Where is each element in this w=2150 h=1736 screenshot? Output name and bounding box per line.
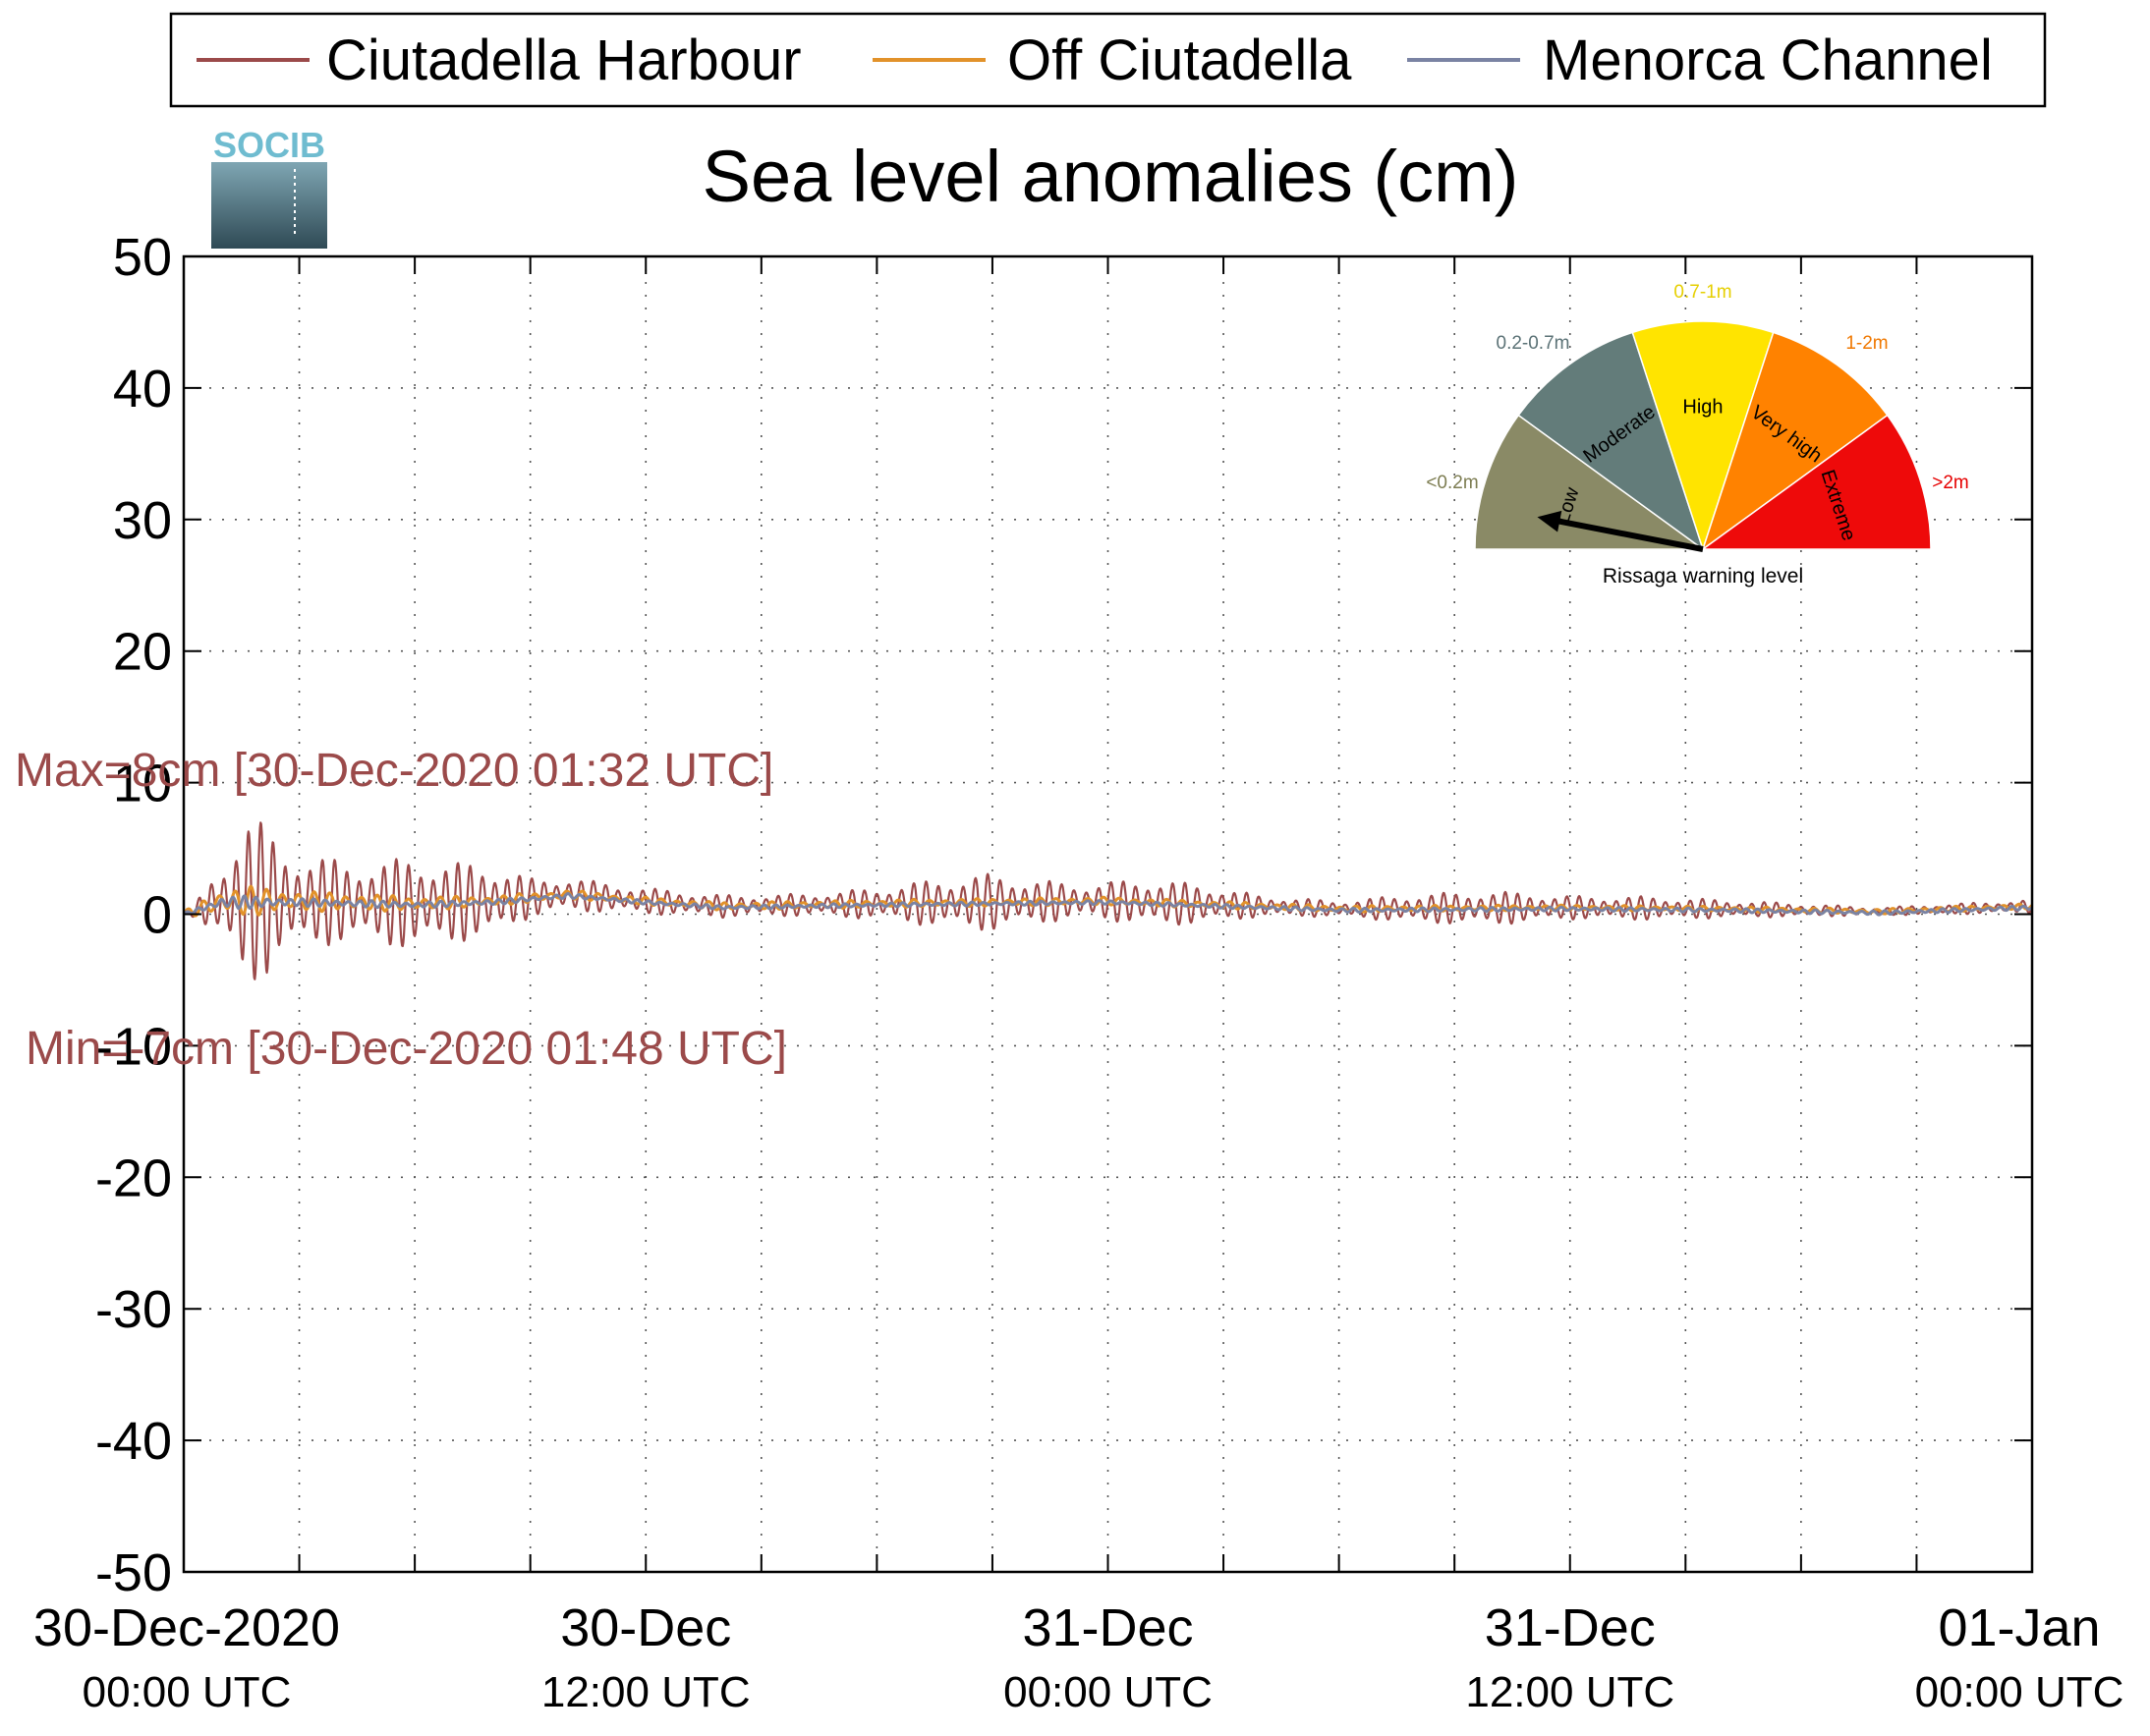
gauge-segment-very-high <box>1701 331 1889 551</box>
x-tick-label-time: 12:00 UTC <box>541 1668 751 1716</box>
x-tick-label-date: 01-Jan <box>1938 1598 2100 1657</box>
gauge-range-label: 1-2m <box>1845 333 1888 354</box>
legend-label: Off Ciutadella <box>1007 28 1352 92</box>
gauge-range-label: 0.2-0.7m <box>1497 333 1570 354</box>
chart-title: Sea level anomalies (cm) <box>703 136 1519 217</box>
gauge-range-label: >2m <box>1932 473 1969 493</box>
socib-logo: SOCIB <box>211 125 327 249</box>
gauge-segment-label: High <box>1682 396 1723 418</box>
min-annotation: Min=-7cm [30-Dec-2020 01:48 UTC] <box>26 1023 787 1075</box>
legend-label: Menorca Channel <box>1543 28 1993 92</box>
x-tick-label-date: 31-Dec <box>1485 1598 1656 1657</box>
legend: Ciutadella Harbour Off Ciutadella Menorca … <box>169 12 2047 108</box>
gauge-segment-high <box>1631 320 1775 552</box>
legend-box <box>169 12 2047 108</box>
logo-block <box>211 162 327 249</box>
y-tick-label: -10 <box>95 1017 172 1076</box>
x-tick-label-time: 00:00 UTC <box>83 1668 292 1716</box>
x-tick-label-time: 12:00 UTC <box>1465 1668 1674 1716</box>
x-tick-label-time: 00:00 UTC <box>1915 1668 2124 1716</box>
x-tick-label-date: 31-Dec <box>1022 1598 1193 1657</box>
gauge-segment-extreme <box>1700 414 1932 550</box>
y-tick-label: -20 <box>95 1148 172 1207</box>
y-tick-label: 20 <box>113 623 172 682</box>
gauge-range-label: <0.2m <box>1426 473 1478 493</box>
y-axis: 50 40 30 20 10 0 -10 -20 -30 -40 -50 <box>95 228 2032 1602</box>
grid-lines <box>184 256 2032 1572</box>
y-tick-label: -40 <box>95 1412 172 1471</box>
series-line-menorca-channel <box>182 892 2033 917</box>
logo-text: SOCIB <box>213 125 325 165</box>
gauge-caption: Rissaga warning level <box>1603 565 1803 588</box>
gauge-segment-moderate <box>1517 331 1705 551</box>
y-tick-label: 50 <box>113 228 172 287</box>
max-annotation: Max=8cm [30-Dec-2020 01:32 UTC] <box>15 745 773 797</box>
y-tick-label: -30 <box>95 1280 172 1339</box>
annotations: Max=8cm [30-Dec-2020 01:32 UTC] Min=-7cm … <box>15 745 787 1075</box>
x-axis: 30-Dec-2020 00:00 UTC 30-Dec 12:00 UTC 31-De… <box>33 256 2123 1716</box>
x-tick-label-date: 30-Dec <box>560 1598 731 1657</box>
x-tick-label-date: 30-Dec-2020 <box>33 1598 340 1657</box>
y-tick-label: -50 <box>95 1543 172 1602</box>
y-tick-label: 10 <box>113 755 172 813</box>
legend-label: Ciutadella Harbour <box>326 28 802 92</box>
series-lines <box>182 821 2034 980</box>
gauge-range-label: 0.7-1m <box>1673 282 1731 303</box>
gauge-segment-low <box>1474 414 1706 550</box>
y-tick-label: 30 <box>113 491 172 550</box>
y-tick-label: 40 <box>113 360 172 419</box>
y-tick-label: 0 <box>142 886 172 945</box>
x-tick-label-time: 00:00 UTC <box>1003 1668 1213 1716</box>
gauge-pointer-shaft <box>1555 517 1704 552</box>
gauge-pointer-head <box>1537 510 1562 532</box>
